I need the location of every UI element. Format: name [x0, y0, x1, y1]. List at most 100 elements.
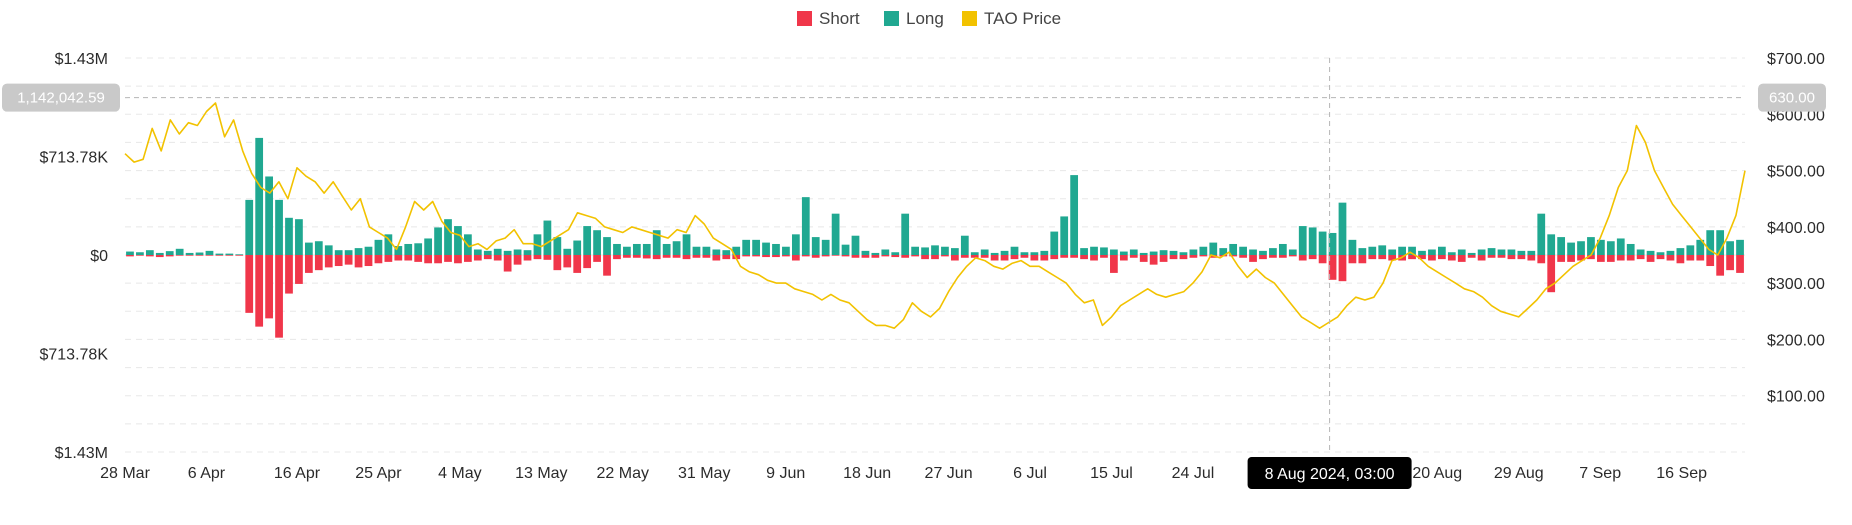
short-bar[interactable] [593, 255, 601, 262]
long-bar[interactable] [1547, 234, 1556, 255]
short-bar[interactable] [1527, 255, 1536, 261]
long-bar[interactable] [205, 250, 214, 255]
long-bar[interactable] [1408, 246, 1416, 255]
short-bar[interactable] [344, 255, 353, 265]
short-bar[interactable] [1288, 255, 1297, 257]
short-bar[interactable] [314, 255, 323, 271]
long-bar[interactable] [722, 250, 731, 255]
long-bar[interactable] [1318, 231, 1327, 255]
tao-price-line[interactable] [124, 102, 1746, 329]
long-bar[interactable] [1100, 247, 1108, 255]
short-bar[interactable] [1378, 255, 1387, 260]
short-bar[interactable] [1060, 255, 1069, 258]
short-bar[interactable] [483, 255, 492, 260]
long-bar[interactable] [752, 239, 760, 255]
short-bar[interactable] [245, 255, 254, 313]
long-bar[interactable] [1020, 252, 1029, 255]
short-bar[interactable] [1467, 255, 1476, 258]
long-bar[interactable] [891, 252, 900, 255]
long-bar[interactable] [563, 248, 572, 255]
short-bar[interactable] [1100, 255, 1108, 258]
short-bar[interactable] [394, 255, 403, 261]
short-bar[interactable] [1457, 255, 1466, 262]
short-bar[interactable] [473, 255, 482, 261]
short-bar[interactable] [1298, 255, 1307, 261]
long-bar[interactable] [215, 253, 224, 255]
long-bar[interactable] [1676, 248, 1685, 255]
short-bar[interactable] [970, 255, 979, 258]
long-bar[interactable] [384, 234, 393, 255]
long-bar[interactable] [1169, 250, 1178, 255]
short-bar[interactable] [901, 255, 910, 258]
long-bar[interactable] [1298, 226, 1307, 255]
short-bar[interactable] [632, 255, 641, 258]
short-bar[interactable] [821, 255, 830, 257]
short-bar[interactable] [1477, 255, 1486, 261]
short-bar[interactable] [1497, 255, 1506, 258]
long-bar[interactable] [1080, 248, 1088, 255]
short-bar[interactable] [1090, 255, 1098, 261]
short-bar[interactable] [742, 255, 751, 257]
short-bar[interactable] [464, 255, 472, 262]
short-bar[interactable] [1259, 255, 1267, 260]
short-bar[interactable] [1666, 255, 1675, 261]
long-bar[interactable] [1239, 246, 1247, 255]
long-bar[interactable] [1597, 239, 1605, 255]
long-bar[interactable] [454, 226, 462, 255]
short-bar[interactable] [1428, 255, 1436, 261]
long-bar[interactable] [881, 249, 890, 255]
short-bar[interactable] [126, 255, 134, 257]
short-bar[interactable] [1606, 255, 1615, 262]
short-bar[interactable] [791, 255, 800, 261]
long-bar[interactable] [1477, 249, 1486, 255]
long-bar[interactable] [782, 246, 790, 255]
short-bar[interactable] [1050, 255, 1059, 260]
long-bar[interactable] [354, 248, 363, 255]
short-bar[interactable] [1726, 255, 1734, 271]
short-bar[interactable] [1656, 255, 1665, 260]
long-bar[interactable] [1199, 246, 1208, 255]
long-bar[interactable] [483, 250, 492, 255]
short-bar[interactable] [543, 255, 552, 260]
long-bar[interactable] [295, 219, 303, 255]
long-bar[interactable] [285, 217, 293, 255]
short-bar[interactable] [990, 255, 999, 261]
long-bar[interactable] [1706, 230, 1715, 255]
long-bar[interactable] [1149, 251, 1158, 255]
long-bar[interactable] [1119, 251, 1128, 255]
short-bar[interactable] [831, 255, 840, 256]
short-bar[interactable] [424, 255, 433, 264]
long-bar[interactable] [1378, 245, 1387, 255]
long-bar[interactable] [732, 246, 741, 255]
long-bar[interactable] [1110, 249, 1118, 255]
short-bar[interactable] [1597, 255, 1605, 262]
short-bar[interactable] [1616, 255, 1625, 261]
short-bar[interactable] [1646, 255, 1655, 262]
short-bar[interactable] [1418, 255, 1426, 260]
short-bar[interactable] [414, 255, 423, 262]
short-bar[interactable] [285, 255, 293, 294]
long-bar[interactable] [424, 238, 433, 255]
long-bar[interactable] [613, 243, 621, 255]
long-bar[interactable] [791, 234, 800, 255]
short-bar[interactable] [1736, 255, 1744, 273]
short-bar[interactable] [1199, 255, 1208, 257]
short-bar[interactable] [752, 255, 760, 257]
short-bar[interactable] [702, 255, 711, 258]
long-bar[interactable] [1010, 246, 1019, 255]
long-bar[interactable] [1368, 246, 1377, 255]
short-bar[interactable] [891, 255, 900, 258]
long-bar[interactable] [772, 243, 780, 255]
long-bar[interactable] [831, 213, 840, 255]
short-bar[interactable] [354, 255, 363, 268]
long-bar[interactable] [434, 227, 442, 255]
long-bar[interactable] [1686, 245, 1695, 255]
long-bar[interactable] [1517, 250, 1526, 255]
long-bar[interactable] [1189, 249, 1198, 255]
long-bar[interactable] [801, 197, 810, 255]
long-bar[interactable] [682, 234, 691, 255]
short-bar[interactable] [1437, 255, 1446, 260]
long-bar[interactable] [1736, 239, 1744, 255]
short-bar[interactable] [513, 255, 522, 265]
long-bar[interactable] [1726, 241, 1734, 255]
